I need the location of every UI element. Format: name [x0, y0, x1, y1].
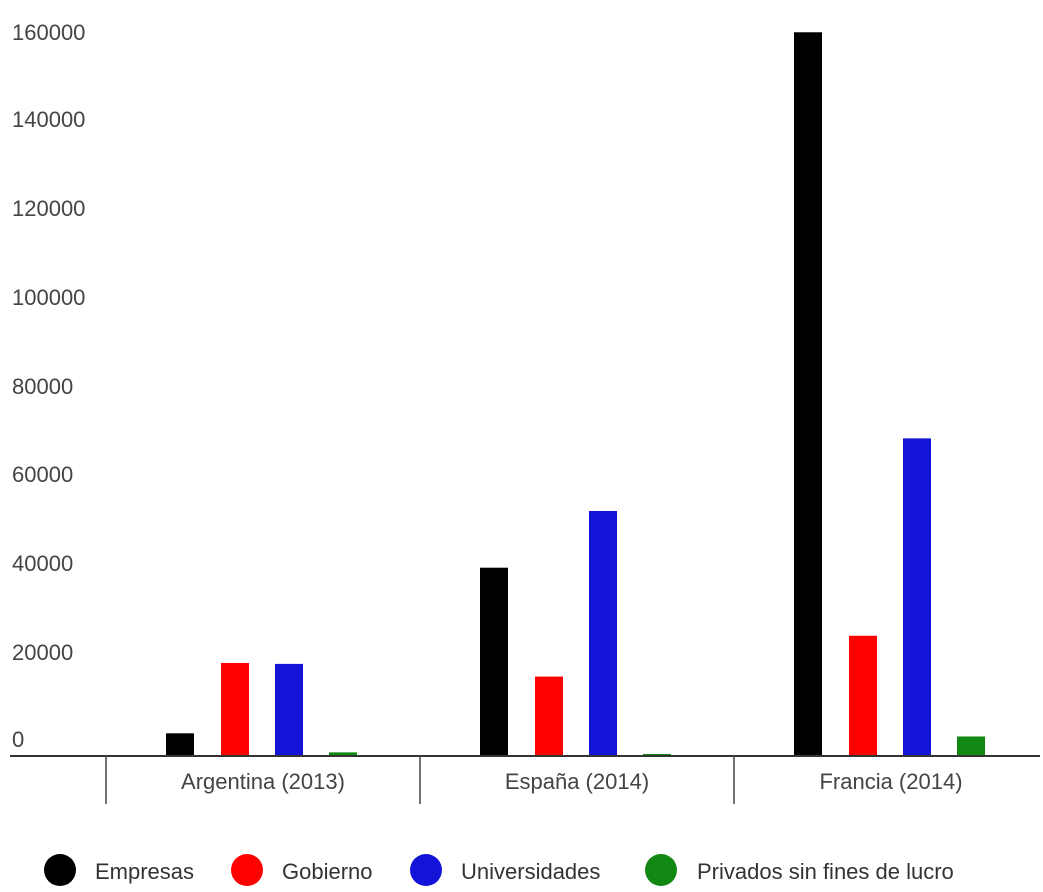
bar-universidades	[275, 663, 303, 756]
x-category-label: España (2014)	[505, 769, 649, 794]
bar-empresas	[794, 32, 822, 757]
legend-label: Empresas	[95, 859, 194, 884]
bar-universidades	[589, 510, 617, 756]
y-tick-label: 40000	[12, 551, 73, 576]
bar-gobierno	[221, 662, 249, 756]
y-tick-label: 60000	[12, 462, 73, 487]
y-tick-label: 100000	[12, 285, 85, 310]
legend-label: Gobierno	[282, 859, 373, 884]
bars-group	[166, 32, 985, 757]
bar-gobierno	[535, 676, 563, 756]
y-tick-label: 140000	[12, 107, 85, 132]
bar-universidades	[903, 438, 931, 756]
bar-empresas	[166, 733, 194, 756]
bar-gobierno	[849, 635, 877, 756]
bar-empresas	[480, 567, 508, 756]
y-tick-label: 160000	[12, 20, 85, 45]
legend-marker	[410, 854, 442, 886]
legend: Empresas Gobierno Universidades Privados si…	[44, 854, 954, 886]
x-category-label: Francia (2014)	[819, 769, 962, 794]
x-axis: Argentina (2013) España (2014) Francia (20…	[10, 755, 1040, 804]
legend-marker	[645, 854, 677, 886]
legend-label: Privados sin fines de lucro	[697, 859, 954, 884]
legend-marker	[44, 854, 76, 886]
y-tick-label: 120000	[12, 196, 85, 221]
bar-privados-sin-fines-de-lucro	[957, 736, 985, 756]
x-category-label: Argentina (2013)	[181, 769, 345, 794]
y-tick-label: 80000	[12, 374, 73, 399]
legend-marker	[231, 854, 263, 886]
y-tick-label: 0	[12, 727, 24, 752]
y-axis-ticks: 160000 140000 120000 100000 80000 60000 40000 2…	[12, 20, 85, 752]
legend-label: Universidades	[461, 859, 600, 884]
bar-privados-sin-fines-de-lucro	[329, 752, 357, 756]
y-tick-label: 20000	[12, 640, 73, 665]
